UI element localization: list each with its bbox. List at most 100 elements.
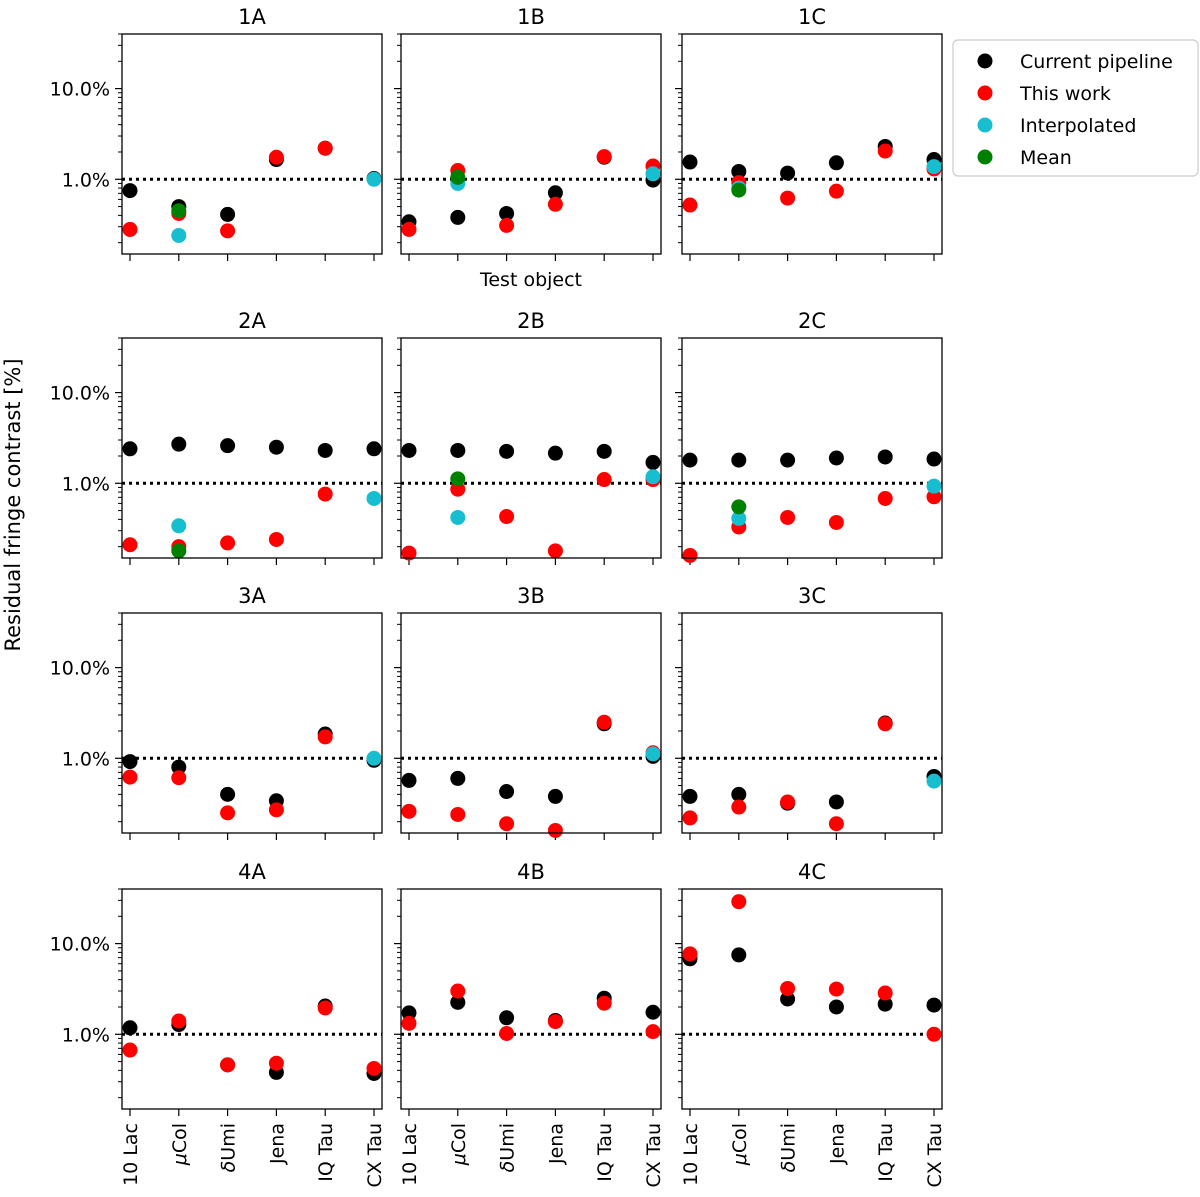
point-current-pipeline [682,788,698,804]
point-this-work [547,822,563,838]
point-current-pipeline [731,786,747,802]
point-this-work [366,1060,382,1076]
minor-y-ticks [397,612,401,823]
point-interpolated [171,227,187,243]
point-current-pipeline [731,163,747,179]
x-tick-label: μCol [448,1123,470,1166]
point-this-work [317,486,333,502]
point-this-work [499,217,515,233]
panel-title-1c: 1C [798,5,826,29]
point-current-pipeline [731,452,747,468]
axes-frame [400,33,662,255]
y-tick-label: 10.0% [50,79,110,101]
point-this-work [220,223,236,239]
point-current-pipeline [645,1004,661,1020]
x-tick-label: IQ Tau [315,1123,337,1182]
series-this-work [122,1000,382,1076]
x-tick-label: IQ Tau [594,1123,616,1182]
series-current-pipeline [122,726,382,809]
point-interpolated [926,773,942,789]
point-current-pipeline [926,451,942,467]
point-interpolated [926,478,942,494]
point-this-work [731,799,747,815]
y-tick-label: 10.0% [50,658,110,680]
point-this-work [499,1026,515,1042]
point-this-work [450,481,466,497]
point-current-pipeline [828,999,844,1015]
point-current-pipeline [682,452,698,468]
point-current-pipeline [877,996,893,1012]
panel-1a: 1A 1.0% 10.0% [50,5,383,261]
y-tick-label: 10.0% [50,934,110,956]
point-current-pipeline [731,947,747,963]
legend-entry-mean: Mean [977,147,1072,169]
series-interpolated [171,490,382,534]
panel-title-4a: 4A [238,860,266,884]
point-interpolated [731,510,747,526]
x-tick-label: μCol [169,1123,191,1166]
legend-label: Interpolated [1020,115,1136,137]
minor-y-ticks [118,337,122,548]
x-axis-label: Test object [479,269,582,291]
point-this-work [122,769,138,785]
minor-y-ticks [678,33,682,244]
y-tick-label: 1.0% [62,1024,110,1046]
panel-title-4c: 4C [798,860,826,884]
series-this-work [122,729,333,821]
point-current-pipeline [828,155,844,171]
series-interpolated [645,746,661,762]
panel-title-3c: 3C [798,584,826,608]
panel-3b: 3B [394,584,662,840]
point-this-work [877,143,893,159]
point-this-work [122,1042,138,1058]
axes-frame [681,33,943,255]
y-tick-label: 10.0% [50,383,110,405]
legend-label: Current pipeline [1020,51,1173,73]
minor-y-ticks [678,888,682,1099]
legend-label: This work [1019,83,1111,105]
point-this-work [317,729,333,745]
point-this-work [220,535,236,551]
point-this-work [401,803,417,819]
panel-4b: 4B 10 Lac μCol δUmi Jena IQ Tau CX Tau [394,860,665,1187]
point-this-work [401,1015,417,1031]
x-tick-label: CX Tau [643,1123,665,1187]
axes-frame [681,337,943,559]
axes-frame [400,612,662,834]
point-this-work [682,810,698,826]
point-mean [731,182,747,198]
point-mean [171,543,187,559]
point-this-work [596,149,612,165]
x-tick-label: 10 Lac [120,1123,142,1186]
point-interpolated [366,490,382,506]
point-this-work [450,983,466,999]
point-current-pipeline [268,439,284,455]
series-this-work [401,149,661,237]
point-this-work [171,770,187,786]
series-mean [171,203,187,219]
point-current-pipeline [366,441,382,457]
point-current-pipeline [547,185,563,201]
legend-entry-this-work: This work [977,83,1111,105]
point-interpolated [366,750,382,766]
point-current-pipeline [450,209,466,225]
panel-title-3b: 3B [517,584,545,608]
point-current-pipeline [780,991,796,1007]
point-current-pipeline [122,1020,138,1036]
point-this-work [401,545,417,561]
series-current-pipeline [401,442,661,470]
axes-frame [400,888,662,1110]
point-this-work [499,509,515,525]
legend-marker [977,53,993,69]
point-current-pipeline [171,759,187,775]
axes-frame [121,337,383,559]
point-current-pipeline [122,183,138,199]
series-interpolated [450,469,661,525]
point-current-pipeline [547,788,563,804]
point-current-pipeline [220,786,236,802]
point-this-work [828,514,844,530]
series-interpolated [731,478,942,526]
point-this-work [596,995,612,1011]
point-this-work [220,805,236,821]
series-current-pipeline [122,998,382,1081]
